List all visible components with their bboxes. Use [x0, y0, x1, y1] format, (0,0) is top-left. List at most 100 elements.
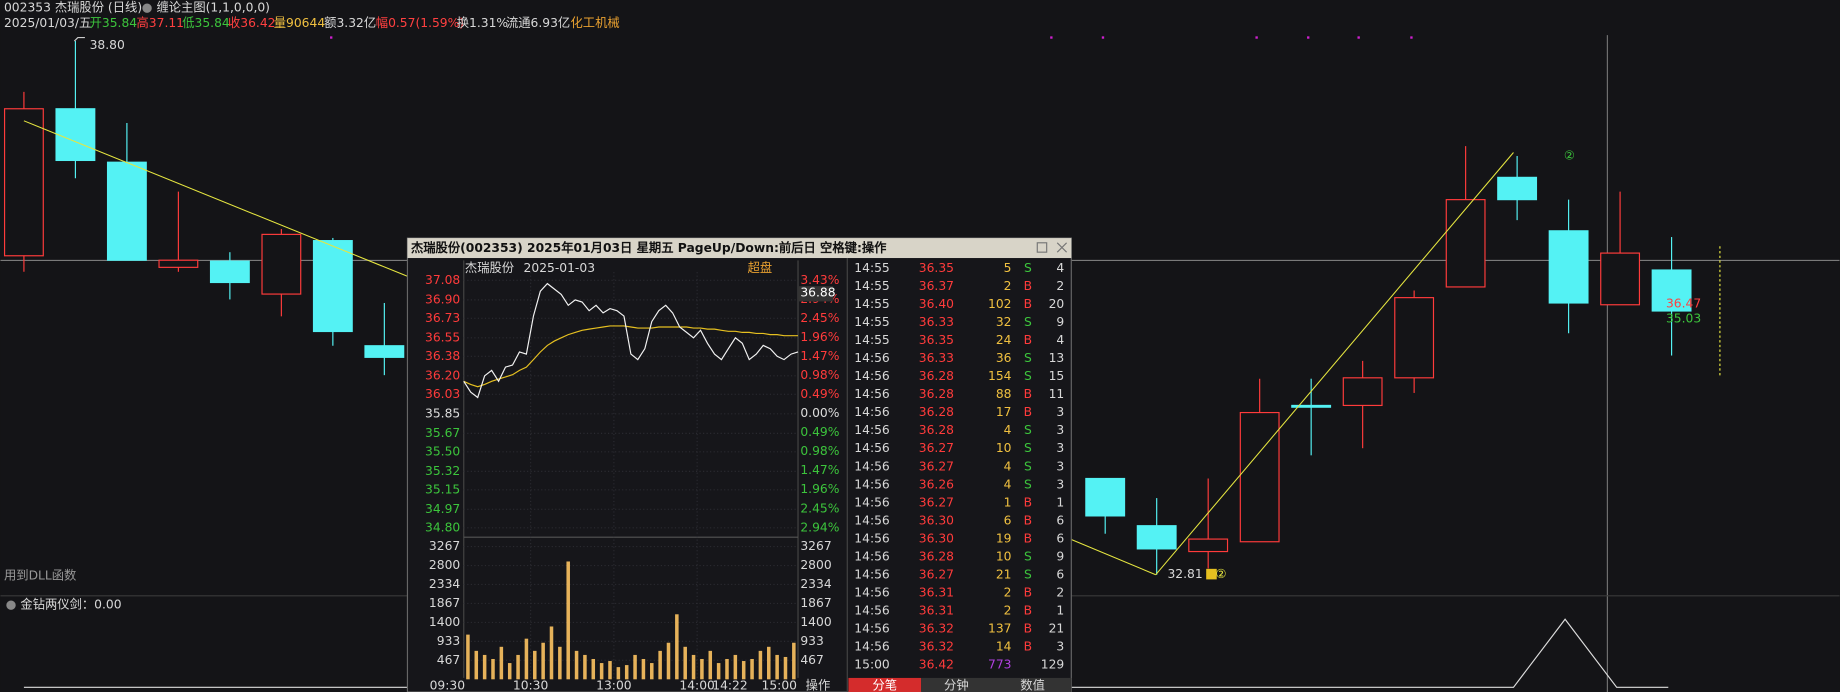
tab-active[interactable] [848, 677, 922, 692]
trade-side: S [1024, 441, 1032, 455]
volume-bar [474, 650, 479, 680]
tab-bar[interactable] [921, 677, 1072, 692]
volume-bar [491, 658, 495, 680]
trade-count: 4 [1056, 261, 1064, 275]
popup-tag[interactable]: 超盘 [748, 260, 773, 275]
candle-body [1342, 377, 1383, 407]
tab[interactable]: 分钟 [944, 678, 969, 692]
close-button[interactable] [1056, 242, 1068, 253]
trade-volume: 4 [1004, 423, 1012, 437]
tab[interactable]: 数值 [1020, 678, 1045, 692]
trade-volume: 2 [1004, 279, 1012, 293]
candle-body [1136, 525, 1177, 550]
trade-time: 14:56 [854, 369, 890, 383]
volume-bar [750, 658, 754, 680]
trade-count: 4 [1056, 333, 1064, 347]
trade-side: B [1024, 585, 1032, 599]
trade-volume: 10 [996, 441, 1012, 455]
trade-volume: 88 [996, 387, 1012, 401]
action-label[interactable]: 操作 [806, 678, 831, 692]
volume-bar [616, 667, 621, 680]
trade-count: 6 [1056, 531, 1064, 545]
trade-side: B [1024, 297, 1032, 311]
cursor-price: 36.88 [800, 286, 835, 300]
time-tick-label: 09:30 [430, 679, 465, 692]
low-label: 32.81 [1167, 567, 1202, 581]
candle-body [1085, 477, 1126, 517]
volume-bar [725, 658, 729, 680]
trade-count: 15 [1049, 369, 1065, 383]
time-tick-label: 13:00 [596, 679, 631, 692]
volume-tick-label: 2334 [800, 577, 831, 591]
trade-side: S [1024, 567, 1032, 581]
volume-bar [591, 658, 596, 680]
volume-bar [733, 654, 738, 680]
trade-price: 36.27 [919, 459, 954, 473]
indicator-icon[interactable] [142, 3, 152, 13]
volume-bar [599, 663, 604, 680]
average-line [463, 325, 799, 388]
intraday-popup: 杰瑞股份(002353) 2025年01月03日 星期五 PageUp/Down… [406, 237, 1072, 692]
volume-bar [633, 654, 637, 680]
trade-volume: 154 [988, 369, 1012, 383]
close: 收36.42 [228, 16, 276, 30]
trade-side: S [1024, 549, 1032, 563]
candle-body [261, 233, 302, 295]
trade-side: S [1024, 459, 1032, 473]
volume-tick-label: 1400 [800, 615, 831, 629]
tab[interactable]: 分笔 [873, 678, 898, 692]
signal-bottom: ② [1216, 567, 1227, 581]
trade-count: 3 [1056, 405, 1064, 419]
indicator-name[interactable]: 缠论主图(1,1,0,0,0) [156, 0, 270, 15]
volume-bar [524, 638, 529, 680]
volume-bar [758, 650, 763, 680]
trade-side: B [1024, 279, 1032, 293]
pct-tick-label: 1.96% [800, 330, 839, 344]
date: 2025/01/03/五 [4, 16, 91, 30]
trade-price: 36.35 [919, 261, 954, 275]
volume-bar [683, 646, 687, 680]
candle-body [1651, 269, 1692, 312]
volume-tick-label: 3267 [800, 539, 831, 553]
trade-price: 36.40 [919, 297, 954, 311]
candle-body [1188, 538, 1229, 553]
panel-icon[interactable] [6, 600, 16, 610]
trend-lines [23, 120, 1514, 576]
stock-title: 002353 杰瑞股份 (日线) [4, 1, 142, 15]
trade-count: 9 [1056, 315, 1064, 329]
candle-body [3, 108, 44, 257]
volume-bar [708, 650, 713, 680]
pct-tick-label: 1.47% [800, 463, 839, 477]
volume-bar [566, 561, 570, 680]
trade-price: 36.27 [919, 441, 954, 455]
candle-body [1445, 199, 1486, 288]
trade-price: 36.37 [919, 279, 954, 293]
trade-time: 14:56 [854, 351, 890, 365]
trade-volume: 36 [996, 351, 1012, 365]
price-tick-label: 36.20 [425, 368, 460, 382]
volume-bar [516, 654, 520, 680]
maximize-button[interactable] [1036, 242, 1048, 253]
trade-volume: 10 [996, 549, 1012, 563]
trade-time: 14:55 [854, 297, 889, 311]
trade-volume: 137 [988, 621, 1011, 635]
trade-price: 36.33 [919, 351, 954, 365]
trade-time: 14:55 [854, 261, 889, 275]
amount: 额3.32亿 [324, 15, 376, 30]
trade-price: 36.28 [919, 369, 954, 383]
volume-tick-label: 1867 [429, 596, 460, 610]
volume-bar [533, 650, 537, 680]
candle-body [1548, 230, 1589, 304]
open: 开35.84 [90, 16, 138, 30]
pct-tick-label: 1.96% [800, 482, 839, 496]
trade-volume: 4 [1004, 477, 1012, 491]
trade-time: 14:56 [854, 513, 890, 527]
volume-tick-label: 2800 [800, 558, 831, 572]
trade-price: 36.32 [919, 621, 954, 635]
volume-bar [507, 663, 512, 680]
high-pointer [73, 36, 85, 42]
high-label: 38.80 [90, 38, 125, 52]
trade-side: S [1024, 423, 1032, 437]
pct-tick-label: 0.00% [800, 406, 839, 420]
trade-time: 14:55 [854, 315, 889, 329]
